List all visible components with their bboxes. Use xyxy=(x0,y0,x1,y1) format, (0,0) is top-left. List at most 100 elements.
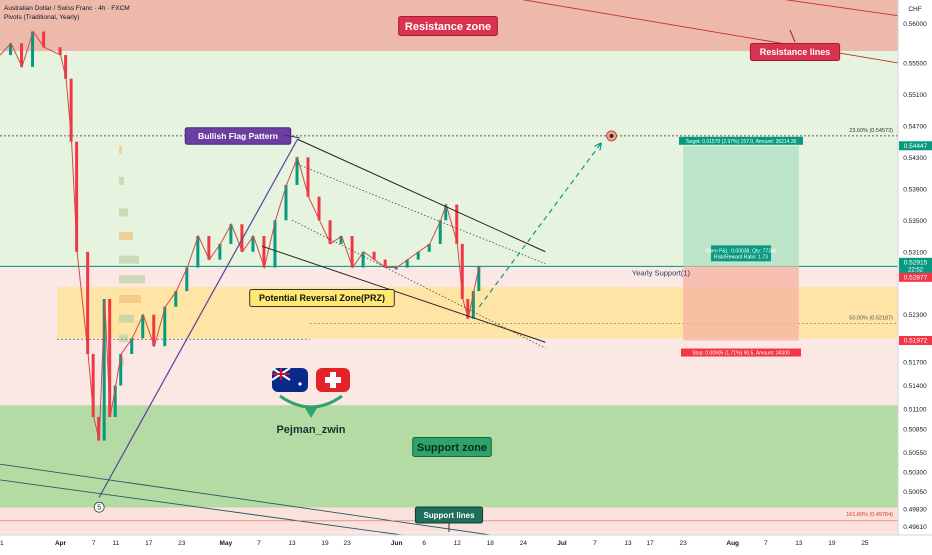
open-label-box xyxy=(710,245,771,262)
price-candle[interactable] xyxy=(251,236,255,252)
time-tick-label: Aug xyxy=(726,540,739,547)
time-tick-label: 12 xyxy=(454,540,462,547)
price-tick-label: 0.53100 xyxy=(903,249,927,256)
price-candle[interactable] xyxy=(196,236,200,268)
price-candle[interactable] xyxy=(218,243,222,260)
price-candle[interactable] xyxy=(113,385,117,417)
price-tick-label: 0.52300 xyxy=(903,312,927,319)
price-candle[interactable] xyxy=(185,267,189,292)
price-candle[interactable] xyxy=(69,78,73,142)
price-badge-label: 0.52877 xyxy=(904,274,928,281)
time-tick-label: 7 xyxy=(92,540,96,547)
position-stop-box[interactable] xyxy=(683,266,799,341)
price-tick-label: 0.51400 xyxy=(903,383,927,390)
price-candle[interactable] xyxy=(108,298,112,417)
channel-mid-upper xyxy=(297,163,546,265)
support-line-1 xyxy=(0,463,546,544)
price-badge-label: 0.52915 xyxy=(904,259,928,266)
price-candle[interactable] xyxy=(383,259,387,268)
price-candle[interactable] xyxy=(477,265,481,292)
price-candle[interactable] xyxy=(130,338,134,355)
price-tick-label: 0.53500 xyxy=(903,218,927,225)
price-candle[interactable] xyxy=(91,354,95,417)
price-candle[interactable] xyxy=(427,243,431,252)
chart-subtitle: Pivots (Traditional, Yearly) xyxy=(4,14,79,21)
price-candle[interactable] xyxy=(438,220,442,244)
price-axis[interactable]: CHF 0.56000 0.55500 0.55100 0.54700 0.54300 0… xyxy=(897,0,932,535)
resistance-zone-label-box xyxy=(398,16,498,36)
price-candle[interactable] xyxy=(361,251,365,268)
volume-profile-bar xyxy=(119,275,145,284)
price-candle[interactable] xyxy=(86,251,90,355)
volume-profile-bar xyxy=(119,232,133,241)
time-tick-label: 19 xyxy=(828,540,836,547)
volume-profile-bar xyxy=(119,145,122,154)
fib-161-label: 161.80% (0.49764) xyxy=(846,512,893,518)
price-candle[interactable] xyxy=(75,141,79,252)
price-candle[interactable] xyxy=(42,31,46,48)
price-badge-label: 0.51972 xyxy=(904,338,928,345)
price-candle[interactable] xyxy=(328,220,332,244)
price-candle[interactable] xyxy=(339,236,343,244)
price-candle[interactable] xyxy=(405,259,409,268)
price-candle[interactable] xyxy=(273,220,277,268)
price-candle[interactable] xyxy=(31,31,35,67)
price-candle[interactable] xyxy=(460,243,464,299)
price-candle[interactable] xyxy=(262,236,266,268)
resistance-lines-label: Resistance lines xyxy=(760,47,831,57)
plot-area[interactable] xyxy=(0,0,899,555)
price-candle[interactable] xyxy=(58,47,62,56)
volume-profile-bar xyxy=(119,255,139,264)
price-candle[interactable] xyxy=(97,416,101,441)
price-candle[interactable] xyxy=(20,43,24,67)
yearly-support-label: Yearly Support(1) xyxy=(632,268,691,277)
price-tick-label: 0.50550 xyxy=(903,450,927,457)
price-candle[interactable] xyxy=(119,354,123,386)
time-tick-label: 23 xyxy=(343,540,351,547)
time-tick-label: 6 xyxy=(422,540,426,547)
price-tick-label: 0.54300 xyxy=(903,155,927,162)
price-candle[interactable] xyxy=(471,291,475,319)
price-candle[interactable] xyxy=(240,224,244,252)
price-candle[interactable] xyxy=(295,157,299,185)
price-candle[interactable] xyxy=(207,236,211,260)
volume-profile-bar xyxy=(119,314,134,323)
price-candle[interactable] xyxy=(284,184,288,221)
price-badge-box xyxy=(899,272,932,282)
price-candle[interactable] xyxy=(163,306,167,347)
target-label-box xyxy=(678,136,803,145)
price-candle[interactable] xyxy=(174,291,178,307)
flag-pattern-pointer xyxy=(283,134,301,139)
projection-arrow xyxy=(478,144,600,308)
price-candle[interactable] xyxy=(102,298,106,441)
volume-profile-bar xyxy=(119,294,141,303)
price-candle[interactable] xyxy=(394,267,398,270)
price-candle[interactable] xyxy=(9,43,13,56)
price-candle[interactable] xyxy=(306,157,310,197)
price-line[interactable] xyxy=(0,30,480,441)
swiss-flag-cross-h xyxy=(325,377,341,383)
resistance-zone-label: Resistance zone xyxy=(405,21,491,33)
stop-label-box xyxy=(680,348,801,357)
price-tick-label: 0.50050 xyxy=(903,489,927,496)
channel-lower-line xyxy=(261,245,546,343)
stop-label: Stop: 0.00905 (1.71%) 90.5, Amount: 3430… xyxy=(692,351,790,357)
time-axis[interactable]: 21 Apr 7 11 17 23 May 7 13 19 23 Jun 6 12 18 24 Jul 7 13 17… xyxy=(0,534,932,550)
price-candle[interactable] xyxy=(141,314,145,339)
price-candle[interactable] xyxy=(350,236,354,268)
flag-pattern-label: Bullish Flag Pattern xyxy=(198,131,278,141)
price-candle[interactable] xyxy=(444,204,448,221)
price-candle[interactable] xyxy=(372,251,376,260)
price-candle[interactable] xyxy=(455,204,459,244)
price-candle[interactable] xyxy=(317,196,321,221)
price-candle[interactable] xyxy=(416,251,420,260)
support-zone-label-box xyxy=(412,437,492,457)
flag-pole-line xyxy=(98,138,299,498)
price-candle[interactable] xyxy=(152,314,156,347)
price-candle[interactable] xyxy=(229,224,233,244)
resistance-lines-pointer xyxy=(789,29,796,43)
support-zone-label: Support zone xyxy=(417,442,487,454)
price-candle[interactable] xyxy=(64,55,68,79)
